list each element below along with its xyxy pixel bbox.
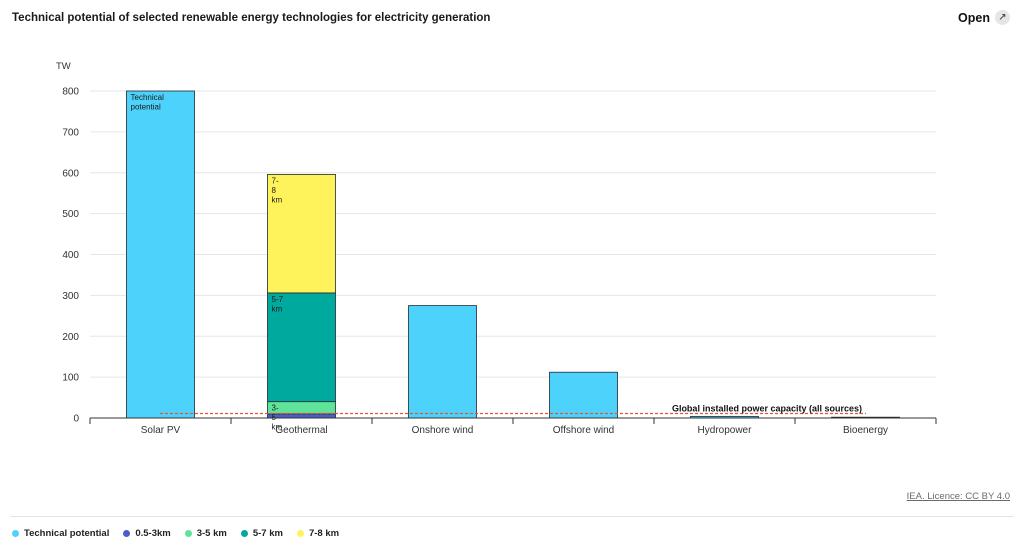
legend-label: 3-5 km (196, 528, 227, 539)
legend-swatch (240, 530, 248, 537)
licence-link[interactable]: IEA. Licence: CC BY 4.0 (906, 491, 1010, 502)
legend-label: 7-8 km (308, 528, 340, 539)
open-button[interactable]: Open ↗ (958, 10, 1010, 25)
x-tick-label: Hydropower (698, 425, 753, 436)
external-open-icon: ↗ (995, 10, 1010, 25)
chart-title: Technical potential of selected renewabl… (12, 12, 491, 24)
x-tick-label: Onshore wind (412, 425, 474, 436)
bar-0-5-3km (267, 413, 336, 419)
y-tick-label: 700 (62, 127, 79, 138)
legend-item[interactable]: Technical potential (12, 528, 109, 539)
legend-divider (10, 516, 1014, 517)
open-label: Open (958, 10, 990, 25)
y-tick-label: 100 (62, 373, 79, 384)
y-tick-label: 0 (73, 414, 79, 425)
bar-label: 7-8 km (272, 176, 283, 204)
bar-7-8-km (267, 173, 336, 294)
bar-label: Technical potential (131, 93, 165, 112)
bar-label: 5-7 km (272, 295, 284, 314)
legend-swatch (12, 530, 19, 537)
legend: Technical potential 0.5-3km 3-5 km 5-7 km 7-… (12, 528, 339, 539)
y-tick-label: 500 (62, 209, 79, 220)
x-tick-label: Solar PV (141, 425, 181, 436)
y-tick-label: 800 (62, 87, 79, 98)
legend-label: 5-7 km (252, 528, 283, 539)
y-axis-label: TW (56, 61, 71, 72)
bar-technical-potential (126, 90, 195, 419)
legend-swatch (296, 530, 304, 537)
legend-item[interactable]: 5-7 km (240, 528, 283, 539)
bar-technical-potential (408, 305, 477, 419)
x-tick-label: Geothermal (275, 425, 327, 436)
y-tick-label: 600 (62, 168, 79, 179)
legend-item[interactable]: 0.5-3km (123, 528, 171, 539)
x-tick-label: Offshore wind (553, 425, 615, 436)
y-tick-label: 200 (62, 332, 79, 343)
legend-item[interactable]: 3-5 km (184, 528, 227, 539)
legend-item[interactable]: 7-8 km (296, 528, 340, 539)
reference-line-label: Global installed power capacity (all sou… (672, 404, 862, 414)
bar-technical-potential (549, 371, 618, 419)
legend-label: Technical potential (24, 528, 110, 539)
bar-chart: 0 100 200 300 400 500 600 700 800 TW Technical pote… (56, 61, 937, 436)
x-tick-label: Bioenergy (843, 425, 888, 436)
legend-label: 0.5-3km (135, 528, 171, 539)
y-tick-label: 400 (62, 250, 79, 261)
bar-5-7-km (267, 292, 336, 403)
y-tick-label: 300 (62, 291, 79, 302)
legend-swatch (184, 530, 192, 537)
legend-swatch (123, 530, 131, 537)
